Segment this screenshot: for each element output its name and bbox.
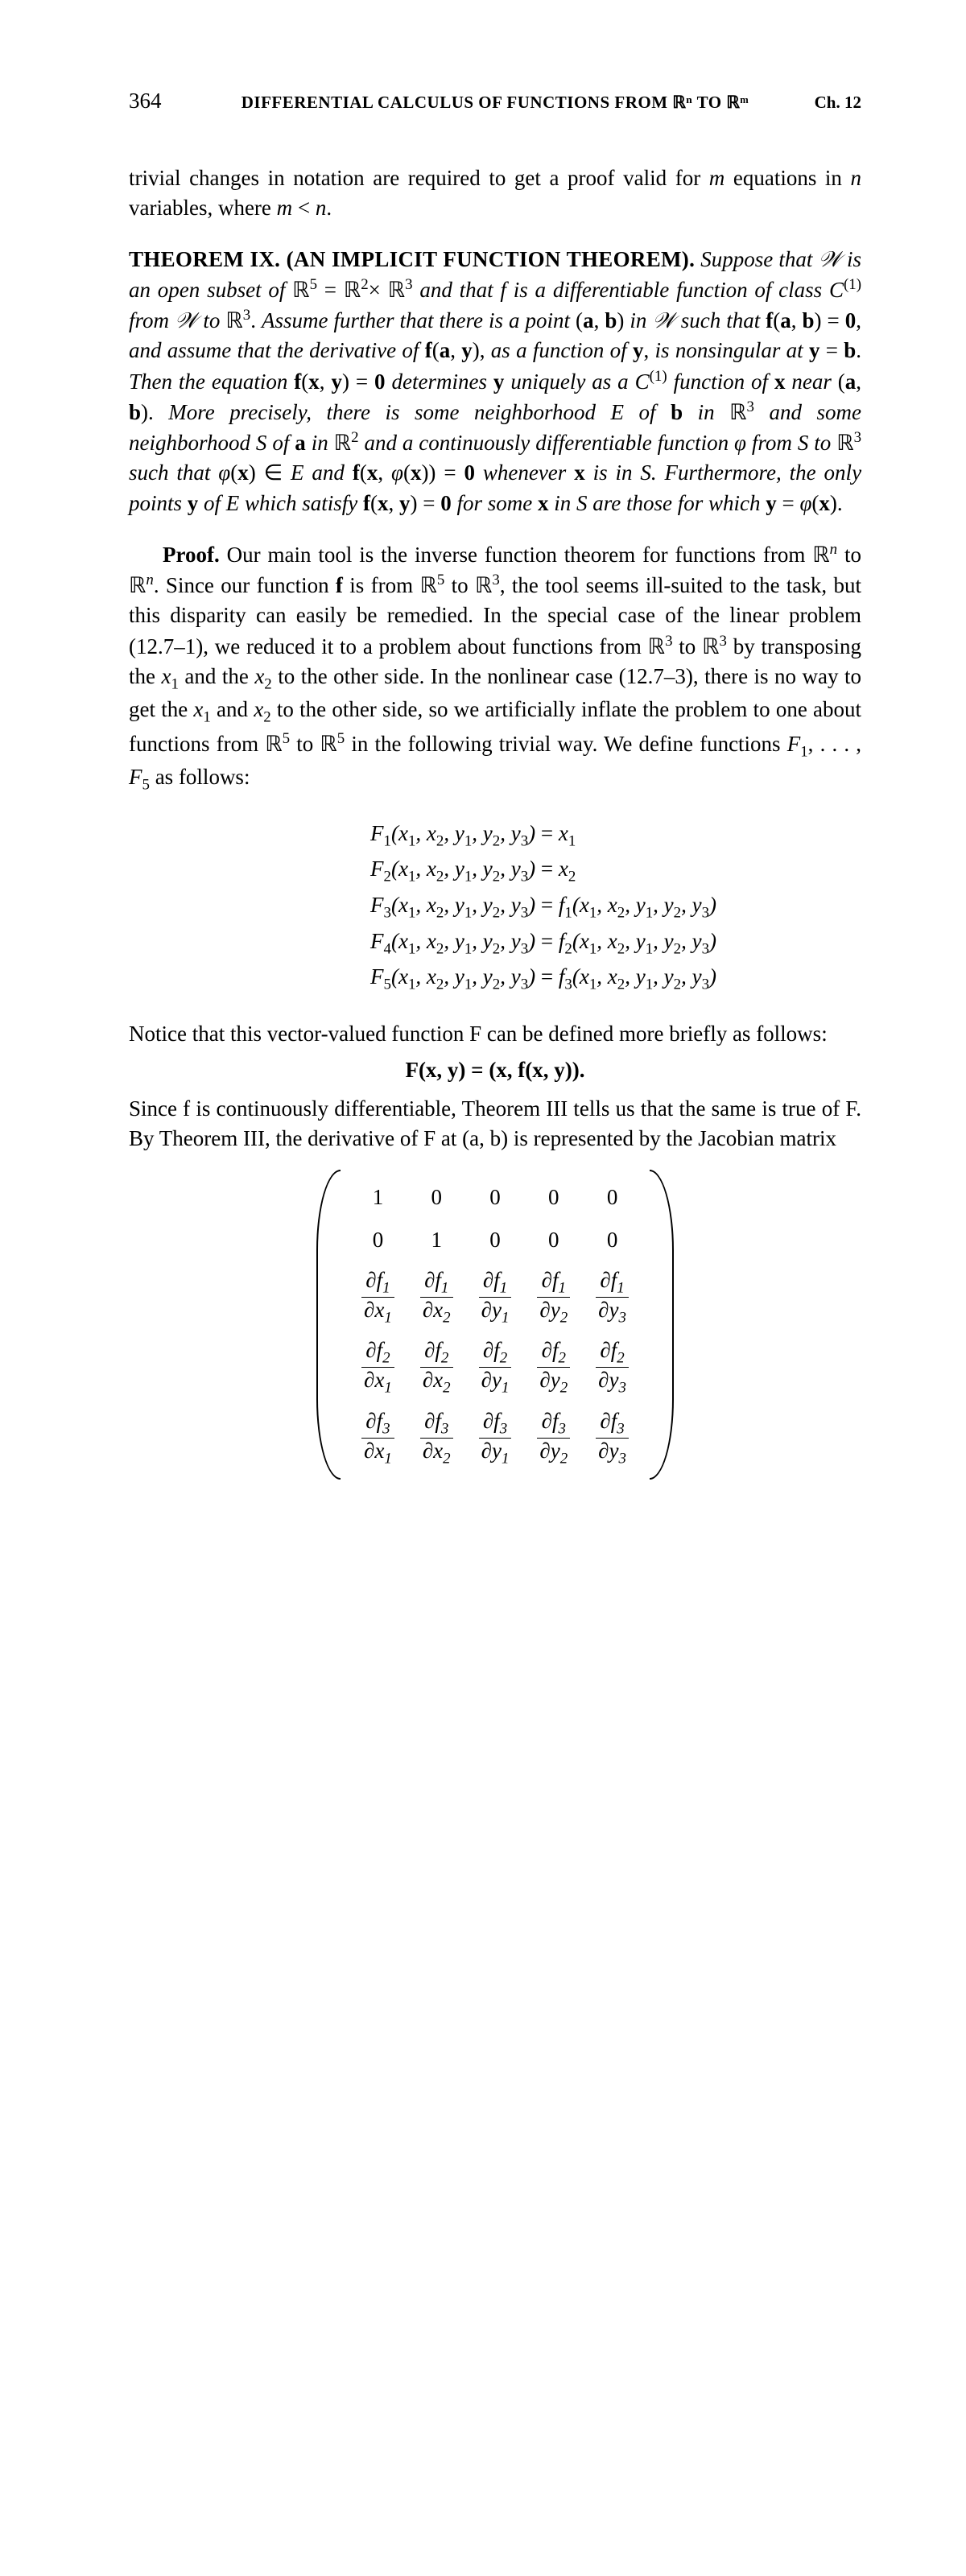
- eq-F4: F4(x1, x2, y1, y2, y3) = f2(x1, x2, y1, …: [129, 925, 861, 961]
- table-row: 10000: [349, 1176, 642, 1219]
- proof-paragraph: Proof. Our main tool is the inverse func…: [129, 539, 861, 796]
- centered-equation: F(x, y) = (x, f(x, y)).: [129, 1055, 861, 1085]
- page: 364 DIFFERENTIAL CALCULUS OF FUNCTIONS F…: [0, 0, 966, 2576]
- jacobian-table: 10000 01000 ∂f1∂x1 ∂f1∂x2 ∂f1∂y1 ∂f1∂y2 …: [349, 1176, 642, 1473]
- theorem-paragraph: THEOREM IX. (AN IMPLICIT FUNCTION THEORE…: [129, 245, 861, 518]
- theorem-label: THEOREM IX. (AN IMPLICIT FUNCTION THEORE…: [129, 247, 695, 271]
- chapter-mark: Ch. 12: [773, 93, 861, 113]
- proof-label: Proof.: [163, 543, 220, 567]
- notice-paragraph: Notice that this vector-valued function …: [129, 1019, 861, 1049]
- equation-block-F-definitions: F1(x1, x2, y1, y2, y3) = x1 F2(x1, x2, y…: [129, 817, 861, 997]
- body-text: trivial changes in notation are required…: [129, 163, 861, 1480]
- eq-F2: F2(x1, x2, y1, y2, y3) = x2: [129, 852, 861, 889]
- page-number: 364: [129, 89, 217, 114]
- eq-F1: F1(x1, x2, y1, y2, y3) = x1: [129, 817, 861, 853]
- eq-F3: F3(x1, x2, y1, y2, y3) = f1(x1, x2, y1, …: [129, 889, 861, 925]
- running-title: DIFFERENTIAL CALCULUS OF FUNCTIONS FROM …: [217, 93, 773, 113]
- table-row: ∂f2∂x1 ∂f2∂x2 ∂f2∂y1 ∂f2∂y2 ∂f2∂y3: [349, 1332, 642, 1402]
- table-row: 01000: [349, 1219, 642, 1261]
- intro-paragraph: trivial changes in notation are required…: [129, 163, 861, 224]
- table-row: ∂f3∂x1 ∂f3∂x2 ∂f3∂y1 ∂f3∂y2 ∂f3∂y3: [349, 1403, 642, 1473]
- page-header: 364 DIFFERENTIAL CALCULUS OF FUNCTIONS F…: [129, 89, 861, 114]
- jacobian-matrix: 10000 01000 ∂f1∂x1 ∂f1∂x2 ∂f1∂y1 ∂f1∂y2 …: [129, 1170, 861, 1480]
- eq-F5: F5(x1, x2, y1, y2, y3) = f3(x1, x2, y1, …: [129, 960, 861, 997]
- since-paragraph: Since f is continuously differentiable, …: [129, 1094, 861, 1154]
- table-row: ∂f1∂x1 ∂f1∂x2 ∂f1∂y1 ∂f1∂y2 ∂f1∂y3: [349, 1262, 642, 1332]
